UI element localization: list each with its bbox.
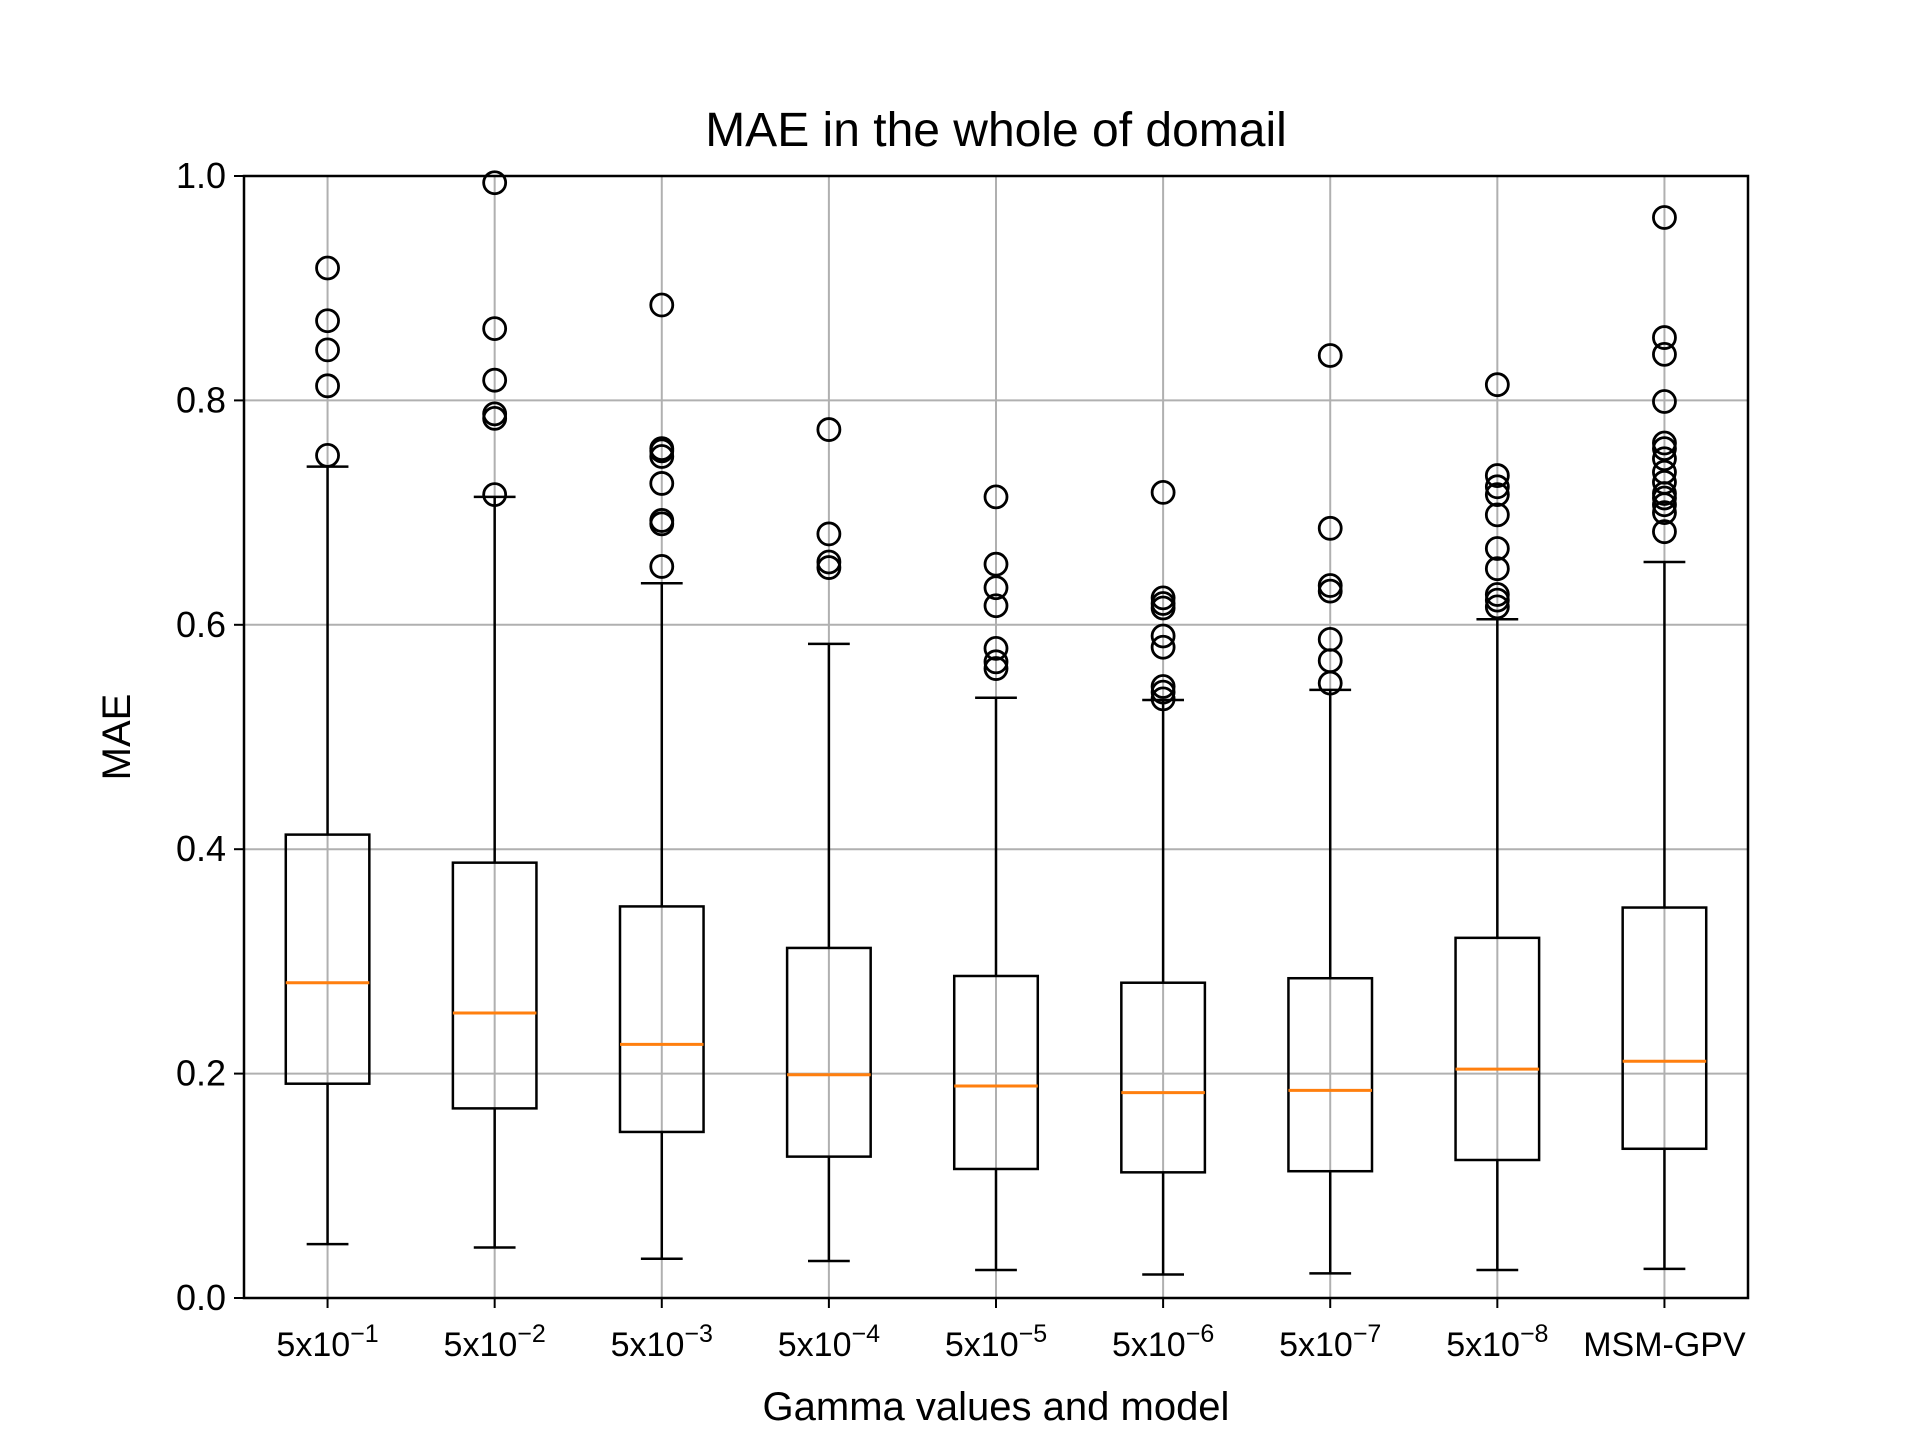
- outlier-point: [983, 656, 1009, 681]
- box-group: [451, 170, 538, 1249]
- outlier-point: [816, 521, 842, 547]
- box-iqr: [284, 833, 371, 1085]
- outlier-point: [983, 649, 1009, 675]
- outlier-point: [1317, 573, 1343, 598]
- box-group: [1621, 205, 1708, 1271]
- outlier-point: [1652, 341, 1677, 367]
- box-iqr: [451, 861, 538, 1110]
- outlier-point: [1150, 634, 1176, 660]
- box-iqr: [618, 905, 705, 1134]
- x-tick-label: MSM-GPV: [1583, 1326, 1746, 1364]
- outlier-point: [482, 367, 508, 393]
- x-tick-label: 5x10−2: [444, 1320, 546, 1364]
- outlier-point: [1652, 500, 1677, 525]
- outlier-point: [1484, 536, 1510, 561]
- y-tick-label: 1.0: [176, 155, 226, 196]
- box-group: [1120, 480, 1207, 1276]
- outlier-point: [983, 635, 1009, 661]
- x-tick-label: 5x10−1: [276, 1320, 378, 1364]
- outlier-point: [983, 484, 1009, 510]
- y-tick-label: 0.2: [176, 1053, 226, 1094]
- y-tick-label: 0.4: [176, 828, 226, 869]
- x-tick-label: 5x10−8: [1446, 1320, 1548, 1364]
- outlier-point: [1317, 515, 1343, 541]
- outlier-point: [1652, 469, 1677, 495]
- boxes: [284, 170, 1708, 1276]
- box-iqr: [1287, 976, 1374, 1173]
- outlier-point: [983, 593, 1009, 619]
- outlier-point: [1150, 686, 1176, 712]
- outlier-point: [1652, 325, 1677, 350]
- box-iqr: [1120, 981, 1207, 1174]
- outlier-point: [1652, 446, 1677, 472]
- outlier-point: [315, 373, 340, 399]
- box-group: [952, 484, 1040, 1272]
- outlier-point: [983, 551, 1009, 577]
- outlier-point: [1484, 474, 1510, 500]
- outlier-point: [315, 442, 340, 468]
- outlier-point: [315, 255, 340, 281]
- box-group: [284, 255, 371, 1246]
- outlier-point: [1150, 674, 1176, 699]
- outlier-point: [649, 471, 675, 496]
- x-tick-label: 5x10−7: [1279, 1320, 1381, 1364]
- outlier-point: [1484, 582, 1510, 607]
- outlier-point: [1150, 480, 1176, 505]
- outlier-point: [649, 554, 675, 579]
- box-group: [1287, 343, 1374, 1275]
- outlier-point: [1652, 519, 1677, 545]
- outlier-point: [1652, 205, 1677, 230]
- box-iqr: [1454, 936, 1541, 1162]
- box-group: [618, 292, 705, 1260]
- outlier-point: [649, 292, 675, 318]
- x-tick-label: 5x10−4: [778, 1320, 880, 1364]
- x-tick-label: 5x10−6: [1112, 1320, 1214, 1364]
- outlier-point: [1484, 594, 1510, 620]
- outlier-point: [1484, 463, 1510, 488]
- outlier-point: [482, 170, 508, 196]
- outlier-point: [482, 316, 508, 341]
- outlier-point: [1317, 343, 1343, 368]
- outlier-point: [816, 549, 842, 575]
- outlier-point: [1652, 430, 1677, 456]
- outlier-point: [1484, 372, 1510, 398]
- box-iqr: [785, 946, 872, 1158]
- outlier-point: [1150, 623, 1176, 649]
- x-tick-label: 5x10−3: [611, 1320, 713, 1364]
- x-tick-label: 5x10−5: [945, 1320, 1047, 1364]
- outlier-point: [482, 482, 508, 508]
- outlier-point: [1317, 626, 1343, 652]
- outlier-point: [649, 508, 675, 533]
- outlier-point: [315, 308, 340, 334]
- outlier-point: [1484, 556, 1510, 582]
- chart-title: MAE in the whole of domail: [705, 104, 1287, 157]
- box-iqr: [1621, 906, 1708, 1151]
- outlier-point: [983, 575, 1009, 601]
- outlier-point: [315, 337, 340, 363]
- y-axis-label: MAE: [95, 694, 139, 781]
- outlier-point: [1150, 585, 1176, 611]
- box-group: [1454, 372, 1541, 1272]
- outlier-point: [1484, 482, 1510, 508]
- outlier-point: [649, 436, 675, 462]
- box-group: [785, 417, 872, 1263]
- y-tick-label: 0.6: [176, 604, 226, 645]
- outlier-point: [1484, 502, 1510, 528]
- outlier-point: [1652, 459, 1677, 485]
- y-tick-label: 0.8: [176, 379, 226, 420]
- outlier-point: [482, 401, 508, 427]
- x-axis-label: Gamma values and model: [763, 1385, 1230, 1429]
- outlier-point: [1652, 389, 1677, 414]
- axes: 0.0 0.2 0.4 0.6 0.8 1.0 5x10−1 5x10−2 5x10−3 5x10…: [176, 155, 1746, 1364]
- y-tick-label: 0.0: [176, 1277, 226, 1318]
- outlier-point: [816, 417, 842, 442]
- box-iqr: [952, 974, 1040, 1171]
